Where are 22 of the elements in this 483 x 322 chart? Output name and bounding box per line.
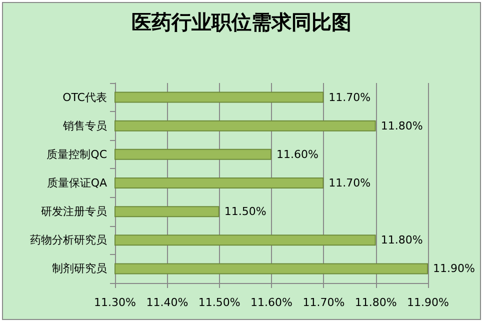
- chart-title: 医药行业职位需求同比图: [132, 10, 352, 34]
- data-label: 11.90%: [433, 262, 475, 276]
- y-tick-label: OTC代表: [62, 90, 107, 104]
- y-tick-label: 制剂研究员: [52, 262, 107, 276]
- data-label: 11.70%: [328, 90, 371, 104]
- data-label: 11.60%: [276, 148, 318, 161]
- x-tick-label: 11.80%: [354, 296, 397, 309]
- x-tick-label: 11.50%: [198, 296, 240, 309]
- data-label: 11.70%: [328, 176, 371, 190]
- y-tick-label: 药物分析研究员: [30, 234, 107, 247]
- data-label: 11.80%: [380, 234, 423, 247]
- y-tick-label: 质量控制QC: [46, 148, 108, 161]
- x-tick-label: 11.30%: [94, 296, 136, 309]
- x-tick-label: 11.60%: [250, 296, 292, 309]
- data-label: 11.50%: [224, 205, 266, 218]
- y-tick-label: 研发注册专员: [41, 205, 107, 218]
- x-tick-label: 11.40%: [146, 296, 188, 309]
- y-tick-label: 销售专员: [62, 119, 107, 132]
- y-tick-label: 质量保证QA: [46, 176, 108, 190]
- data-label: 11.80%: [380, 119, 423, 132]
- x-tick-label: 11.70%: [302, 296, 345, 309]
- x-tick-label: 11.90%: [407, 296, 449, 309]
